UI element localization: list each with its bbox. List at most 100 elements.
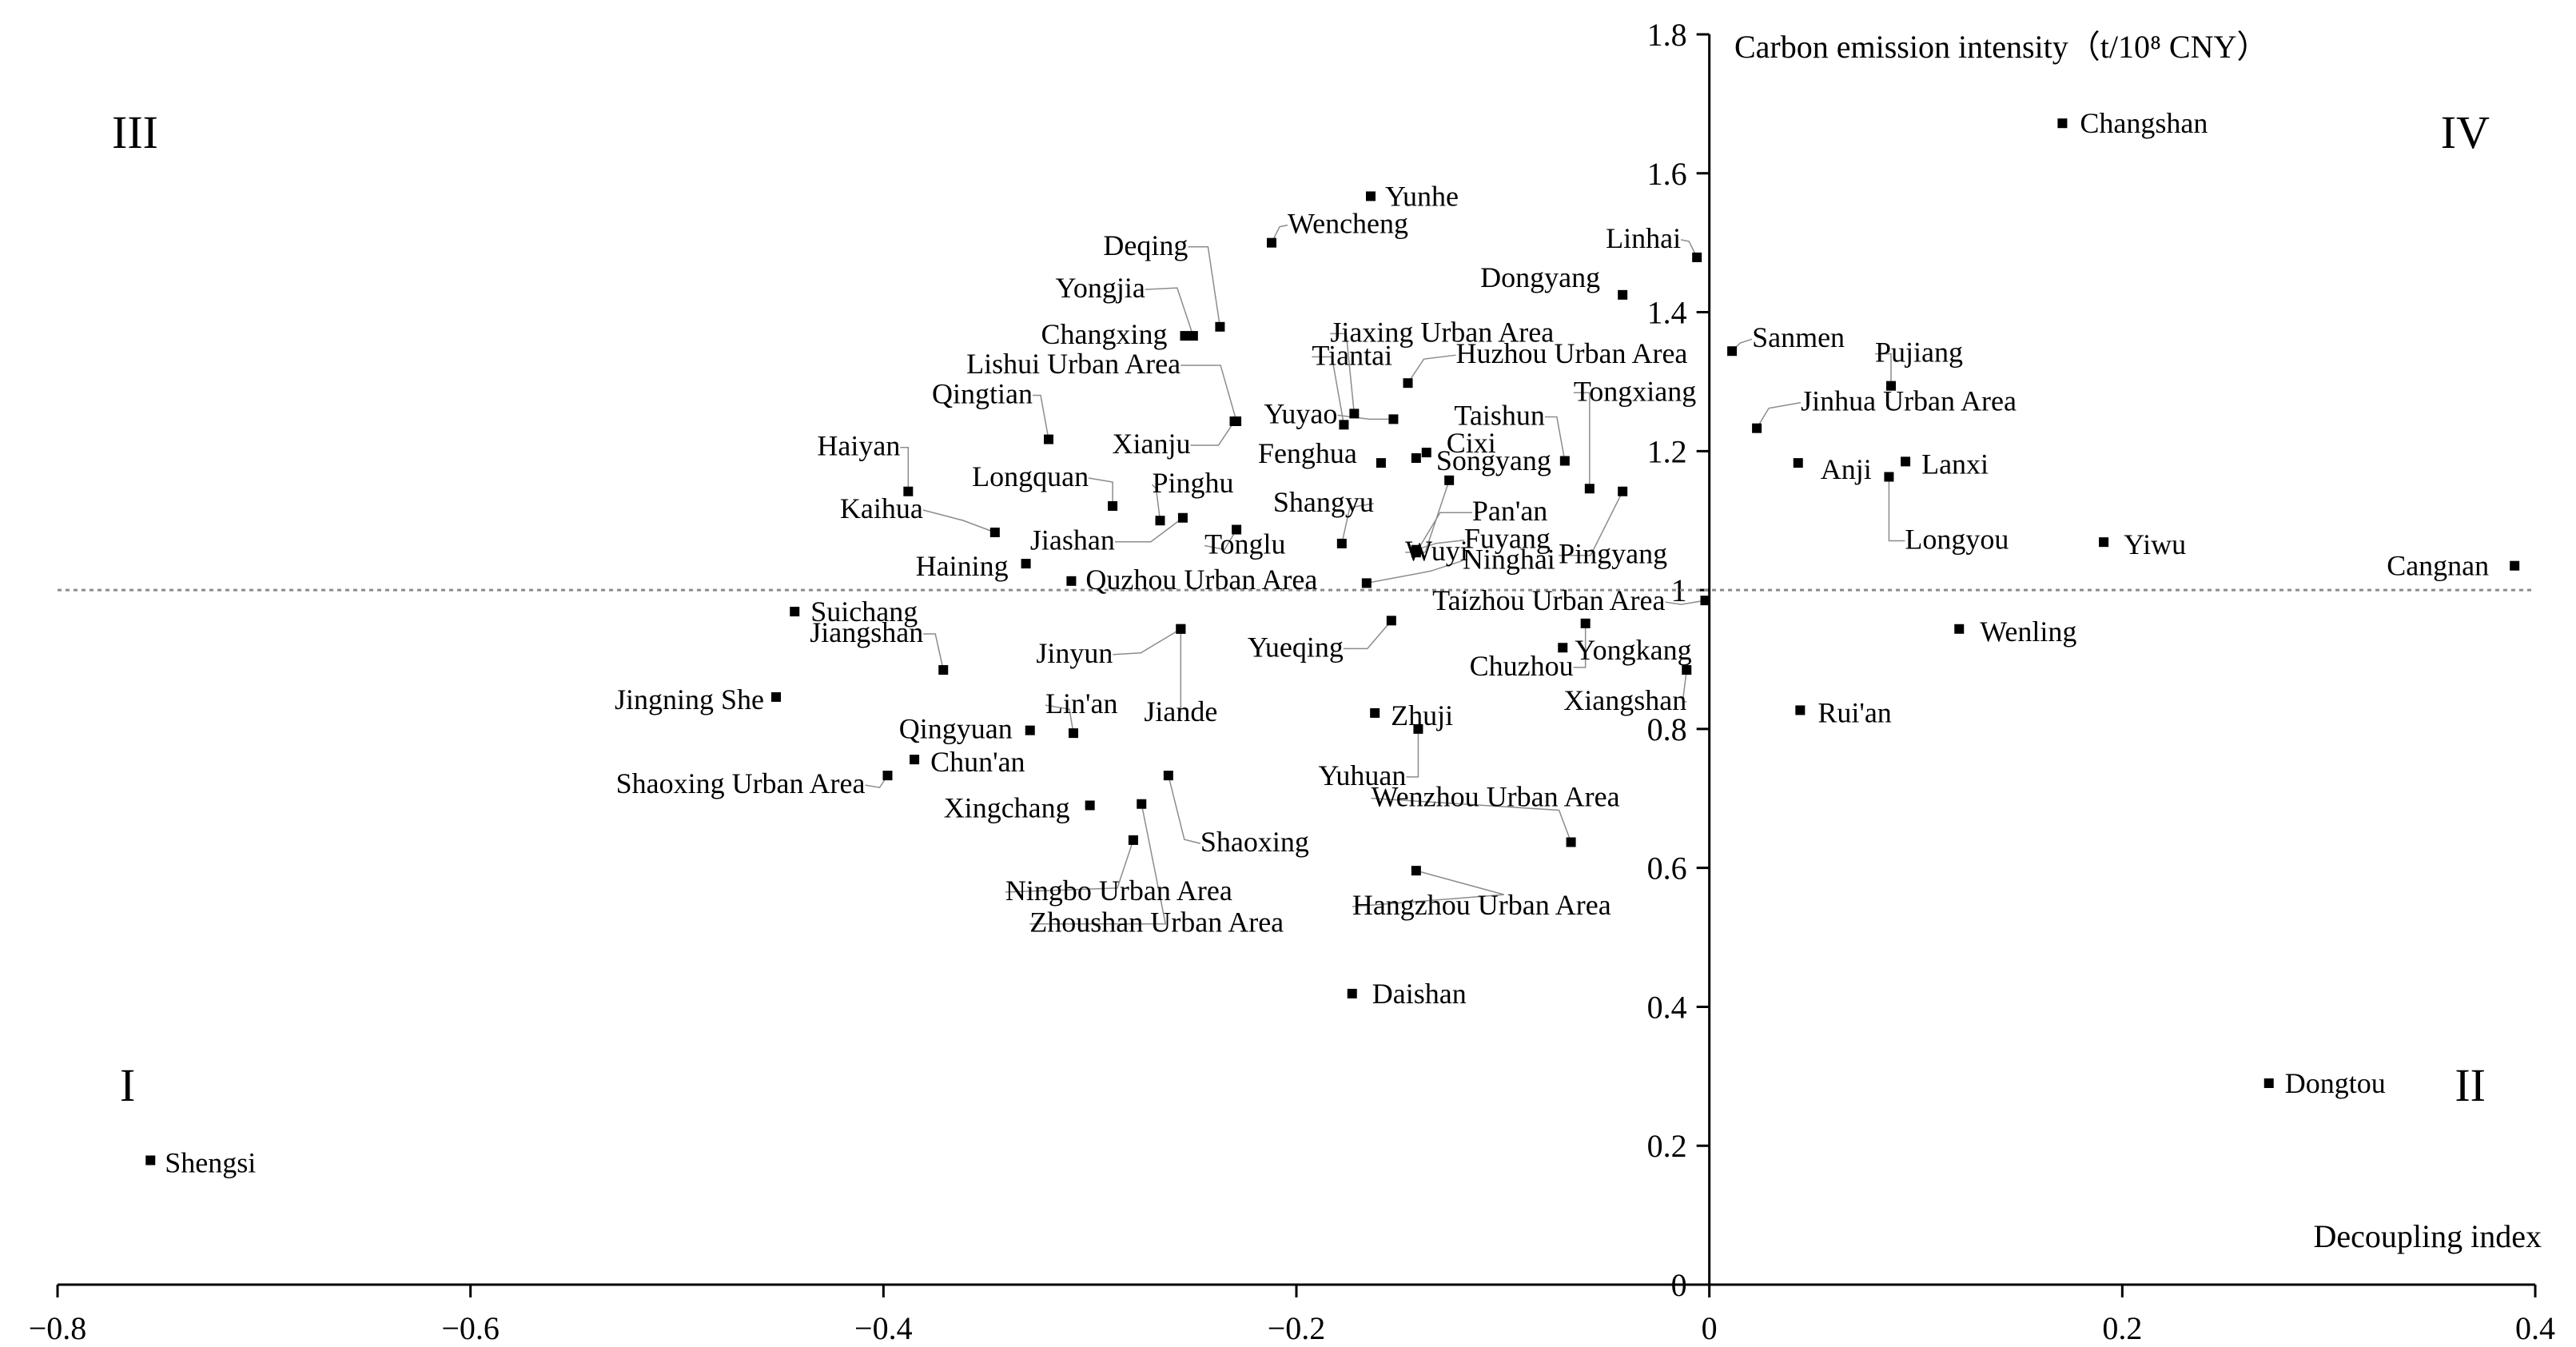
point-longyou (1884, 472, 1894, 482)
label-wuyi: Wuyi (1405, 535, 1468, 567)
label-shaoxing-urban-area: Shaoxing Urban Area (616, 767, 866, 799)
point-qingyuan (1025, 725, 1035, 735)
label-yiwu: Yiwu (2124, 528, 2186, 560)
leader-huzhou-urban-area (1407, 354, 1456, 384)
point-shaoxing (1163, 771, 1173, 781)
leader-taizhou-urban-area (1665, 600, 1706, 605)
leader-longquan (1088, 477, 1113, 506)
y-axis-title: Carbon emission intensity（t/10⁸ CNY） (1734, 29, 2268, 65)
label-wencheng: Wencheng (1288, 208, 1408, 240)
point-songyang (1411, 453, 1421, 464)
leader-yuhuan (1406, 728, 1419, 778)
leader-tonglu (1204, 529, 1237, 551)
label-taizhou-urban-area: Taizhou Urban Area (1432, 584, 1665, 616)
point-haining (1021, 559, 1031, 569)
label-hangzhou-urban-area: Hangzhou Urban Area (1352, 889, 1611, 921)
axes: −0.8 −0.6 −0.4 −0.2 0 0.2 0.4 0 0.2 0.4 0.6 0.8 1 1.2… (29, 17, 2555, 1346)
leader-shaoxing (1168, 775, 1201, 844)
point-wenling (1954, 624, 1965, 634)
point-taizhou-urban-area (1700, 596, 1710, 606)
y-tick-label: 0.2 (1647, 1128, 1687, 1164)
point-dongtou (2263, 1078, 2274, 1089)
leader-shangyu (1341, 503, 1374, 544)
leader-qingtian (1033, 394, 1049, 440)
leader-longyou (1888, 476, 1905, 542)
point-lin-an (1069, 728, 1078, 739)
label-longyou: Longyou (1905, 523, 2009, 555)
point-wencheng (1267, 237, 1276, 248)
point-jiangshan (938, 665, 949, 675)
label-jinyun: Jinyun (1036, 637, 1113, 669)
x-tick-label: −0.6 (441, 1310, 500, 1346)
point-chuzhou (1580, 618, 1591, 628)
point-yongkang (1558, 643, 1568, 653)
label-changshan: Changshan (2080, 107, 2208, 139)
point-rui-an (1795, 705, 1806, 715)
point-lanxi (1901, 456, 1911, 467)
y-tick-label: 0.4 (1647, 989, 1687, 1025)
label-xingchang: Xingchang (944, 791, 1070, 823)
x-tick-label: −0.4 (854, 1310, 913, 1346)
y-tick-label: 0 (1671, 1267, 1687, 1303)
leader-pingyang (1559, 491, 1623, 556)
point-dongyang (1618, 289, 1628, 300)
x-tick-label: 0.2 (2102, 1310, 2142, 1346)
y-tick-label: 0.8 (1647, 711, 1687, 747)
label-qingyuan: Qingyuan (899, 713, 1013, 745)
point-anji (1793, 458, 1803, 468)
leader-pinghu (1151, 484, 1161, 521)
y-tick-label: 1 (1671, 572, 1687, 608)
label-cixi: Cixi (1447, 427, 1496, 459)
point-jiande (1176, 624, 1186, 634)
leader-ningbo-urban-area (1005, 839, 1134, 893)
label-longquan: Longquan (972, 460, 1089, 492)
label-deqing: Deqing (1103, 229, 1188, 261)
label-pan-an: Pan'an (1472, 495, 1547, 527)
x-axis-title: Decoupling index (2314, 1218, 2542, 1254)
label-pinghu: Pinghu (1153, 467, 1234, 499)
point-yunhe (1366, 191, 1376, 201)
leader-pujiang (1875, 353, 1892, 386)
point-cangnan (2510, 560, 2520, 571)
point-yiwu (2099, 537, 2109, 548)
leader-yueqing (1343, 620, 1392, 650)
y-tick-label: 1.8 (1647, 17, 1687, 53)
point-jingning-she (771, 691, 781, 702)
point-wenzhou-urban-area (1566, 837, 1576, 847)
label-fenghua: Fenghua (1258, 437, 1357, 469)
label-tongxiang: Tongxiang (1574, 375, 1696, 407)
point-cixi (1421, 448, 1431, 458)
leader-jinyun (1113, 628, 1181, 656)
point-changxing (1180, 331, 1190, 341)
leader-jiashan (1114, 517, 1184, 543)
label-haining: Haining (916, 550, 1009, 582)
point-tongxiang (1584, 484, 1595, 494)
label-jiande: Jiande (1144, 695, 1217, 727)
leader-ninghai (1366, 560, 1463, 584)
label-yunhe: Yunhe (1385, 180, 1459, 212)
leader-jiaxing-urban-area (1330, 333, 1356, 414)
point-wuyi (1444, 475, 1455, 485)
label-changxing: Changxing (1041, 318, 1168, 350)
label-zhoushan-urban-area: Zhoushan Urban Area (1029, 907, 1284, 939)
label-xianju: Xianju (1113, 428, 1191, 460)
label-ningbo-urban-area: Ningbo Urban Area (1005, 875, 1232, 907)
leader-hangzhou-urban-area (1352, 870, 1505, 907)
point-ninghai (1361, 578, 1372, 588)
quadrant-label-ii: II (2455, 1059, 2486, 1111)
point-taishun (1559, 456, 1570, 466)
point-huzhou-urban-area (1403, 378, 1413, 389)
label-quzhou-urban-area: Quzhou Urban Area (1085, 564, 1317, 596)
label-chuzhou: Chuzhou (1470, 650, 1574, 682)
quadrant-label-i: I (120, 1059, 135, 1111)
x-tick-label: −0.8 (29, 1310, 87, 1346)
point-jiashan (1177, 512, 1188, 523)
leader-pan-an (1415, 512, 1472, 553)
y-tick-label: 1.4 (1647, 295, 1687, 331)
label-cangnan: Cangnan (2387, 550, 2489, 582)
point-shengsi (145, 1155, 156, 1166)
point-shaoxing-urban-area (882, 771, 893, 781)
point-haiyan (903, 486, 914, 496)
point-qingtian (1044, 434, 1053, 444)
